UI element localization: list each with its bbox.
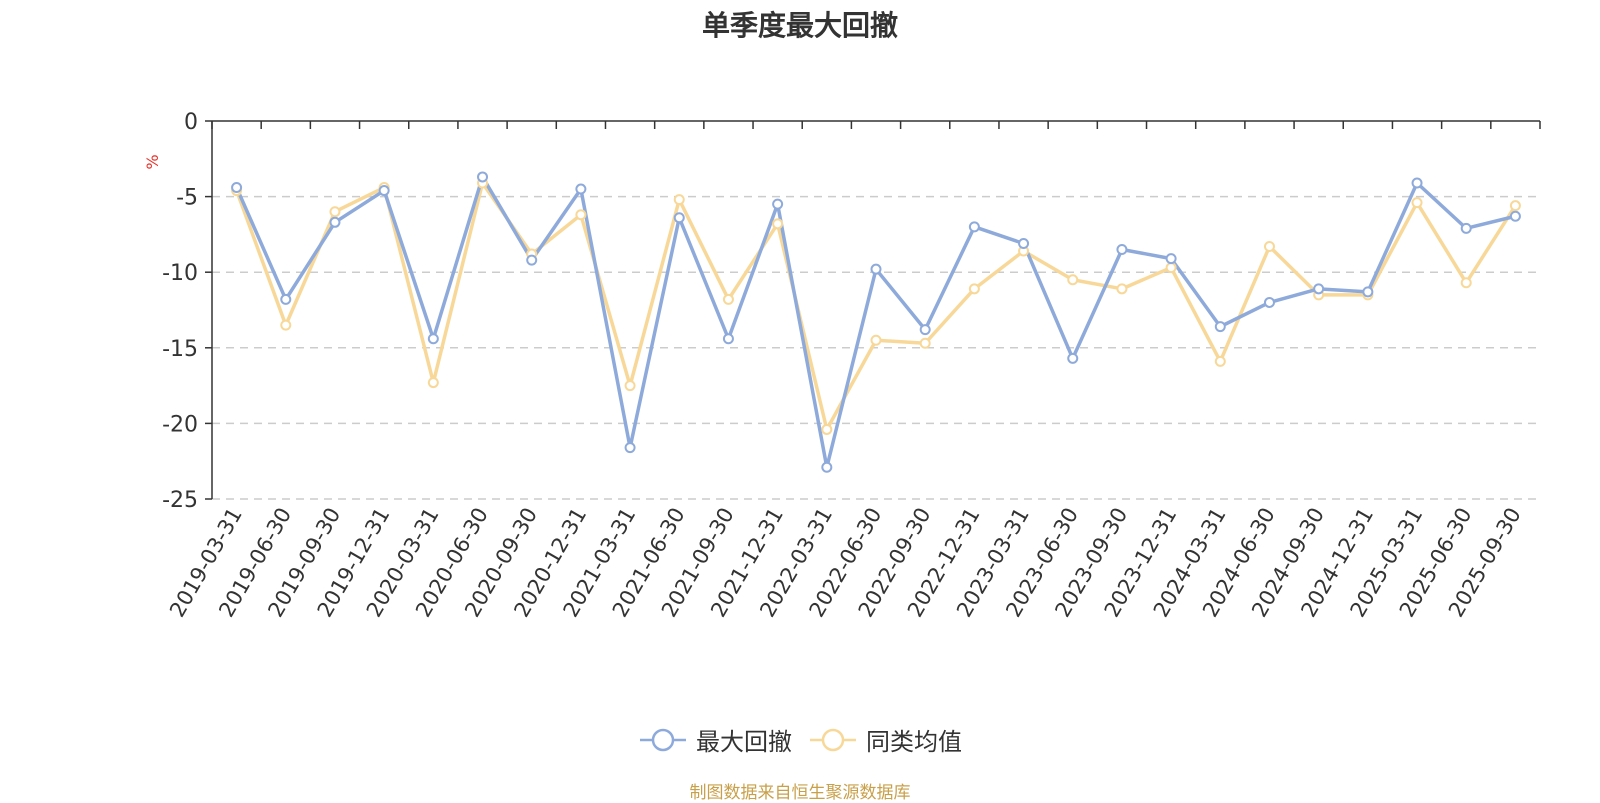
data-point-peer-average [1214,355,1226,367]
data-point-max-drawdown [821,461,833,473]
legend-marker-icon [640,728,686,751]
data-point-peer-average [1165,262,1177,274]
data-point-peer-average [329,206,341,218]
data-point-peer-average [1460,277,1472,289]
y-tick-label: -15 [162,337,198,362]
data-point-max-drawdown [1067,352,1079,364]
legend-label: 同类均值 [866,728,962,756]
data-point-max-drawdown [1116,244,1128,256]
data-point-peer-average [1411,197,1423,209]
data-point-max-drawdown [1018,237,1030,249]
data-point-max-drawdown [1165,253,1177,265]
data-point-peer-average [427,377,439,389]
data-point-max-drawdown [1411,177,1423,189]
data-point-max-drawdown [722,333,734,345]
data-point-max-drawdown [1313,283,1325,295]
y-tick-label: -20 [162,412,198,437]
data-point-peer-average [722,293,734,305]
data-point-peer-average [870,334,882,346]
legend-label: 最大回撤 [696,728,792,756]
data-point-max-drawdown [427,333,439,345]
data-point-max-drawdown [329,216,341,228]
data-point-max-drawdown [231,182,243,194]
legend: 最大回撤 同类均值 [0,722,1600,757]
series-layer [231,171,1521,473]
data-point-max-drawdown [477,171,489,183]
data-point-max-drawdown [772,198,784,210]
data-point-max-drawdown [526,254,538,266]
y-axis-unit-label: % [143,154,162,169]
legend-item[interactable]: 同类均值 [808,722,962,757]
data-point-peer-average [1067,274,1079,286]
axis-layer: 0-5-10-15-20-25%2019-03-312019-06-302019… [143,110,1541,621]
legend-marker-icon [810,728,856,751]
y-tick-label: -10 [162,261,198,286]
data-point-peer-average [1263,240,1275,252]
data-point-peer-average [968,283,980,295]
data-point-peer-average [1509,200,1521,212]
series-line-peer-average [234,181,1517,432]
data-point-max-drawdown [624,442,636,454]
data-point-peer-average [1116,283,1128,295]
data-point-max-drawdown [919,324,931,336]
y-tick-label: -25 [162,488,198,513]
data-point-max-drawdown [673,212,685,224]
data-point-max-drawdown [968,221,980,233]
data-point-max-drawdown [1214,321,1226,333]
data-point-peer-average [821,423,833,435]
data-point-max-drawdown [1460,222,1472,234]
legend-marker-circle [821,728,845,751]
y-tick-label: -5 [176,186,198,211]
grid-layer [212,195,1540,500]
data-point-peer-average [624,380,636,392]
legend-marker-circle [651,728,675,751]
data-point-max-drawdown [378,185,390,197]
data-point-peer-average [673,194,685,206]
data-point-max-drawdown [1509,210,1521,222]
data-point-peer-average [919,337,931,349]
legend-item[interactable]: 最大回撤 [638,722,792,757]
chart-title: 单季度最大回撤 [701,9,898,42]
y-tick-label: 0 [184,110,198,135]
data-point-peer-average [772,218,784,230]
source-note: 制图数据来自恒生聚源数据库 [689,783,911,803]
data-point-max-drawdown [1263,296,1275,308]
data-point-max-drawdown [280,293,292,305]
data-point-max-drawdown [575,183,587,195]
data-point-peer-average [280,319,292,331]
data-point-max-drawdown [1362,286,1374,298]
data-point-max-drawdown [870,263,882,275]
data-point-peer-average [575,209,587,221]
